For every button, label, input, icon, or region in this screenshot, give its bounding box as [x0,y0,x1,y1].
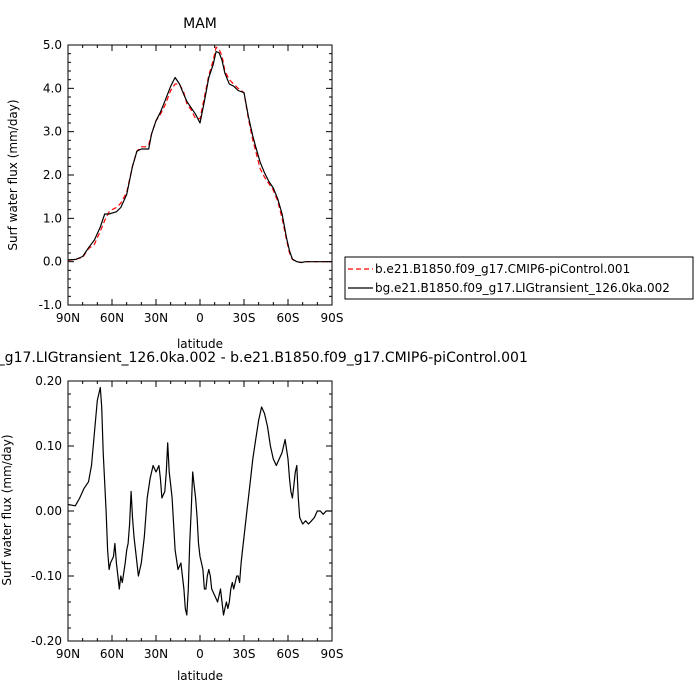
top-y-axis-label: Surf water flux (mm/day) [6,99,20,250]
bottom-y-tick-label: -0.20 [31,634,62,648]
top-y-tick-label: -1.0 [39,298,62,312]
top-plot-frame [67,44,333,306]
top-x-tick-label: 60N [100,311,124,325]
top-y-tick-label: 5.0 [43,38,62,52]
bottom-x-tick-label: 60N [100,647,124,661]
bottom-y-tick-label: 0.20 [35,374,62,388]
bottom-chart-title: bg.e21.B1850.f09_g17.LIGtransient_126.0k… [0,350,528,366]
bottom-series-lines [67,386,332,616]
bottom-x-ticks: 90N 60N 30N 0 30S 60S 90S [56,381,344,661]
top-y-tick-label: 1.0 [43,211,62,225]
top-series-line-0 [67,46,332,264]
top-y-tick-label: 3.0 [43,125,62,139]
bottom-x-tick-label: 60S [277,647,300,661]
bottom-x-tick-label: 30N [144,647,168,661]
legend-box [344,256,694,300]
bottom-y-axis-label: Surf water flux (mm/day) [0,434,14,585]
top-series-lines [67,46,332,264]
top-x-axis-label: latitude [177,337,223,351]
top-y-tick-label: 2.0 [43,168,62,182]
bottom-x-axis-label: latitude [177,669,223,683]
bottom-y-tick-label: 0.00 [35,504,62,518]
top-y-ticks: -1.0 0.0 1.0 2.0 3.0 4.0 5.0 [39,38,332,312]
bottom-y-tick-label: -0.10 [31,569,62,583]
bottom-y-ticks: -0.20 -0.10 0.00 0.10 0.20 [31,374,332,648]
top-x-tick-label: 90S [321,311,344,325]
top-y-tick-label: 4.0 [43,81,62,95]
bottom-x-tick-label: 90N [56,647,80,661]
legend: b.e21.B1850.f09_g17.CMIP6-piControl.001 … [344,256,694,300]
top-x-tick-label: 0 [196,311,204,325]
top-chart-title: MAM [183,16,217,32]
top-x-tick-label: 30S [233,311,256,325]
top-panel: MAM Surf water flux (mm/day) latitude 90… [6,16,343,351]
legend-label-0: b.e21.B1850.f09_g17.CMIP6-piControl.001 [375,262,630,276]
top-x-tick-label: 30N [144,311,168,325]
bottom-x-tick-label: 30S [233,647,256,661]
top-x-tick-label: 90N [56,311,80,325]
bottom-series-line-0 [67,386,332,616]
bottom-x-tick-label: 0 [196,647,204,661]
bottom-y-tick-label: 0.10 [35,439,62,453]
bottom-plot-frame [67,380,333,642]
bottom-x-tick-label: 90S [321,647,344,661]
top-y-tick-label: 0.0 [43,255,62,269]
top-x-tick-label: 60S [277,311,300,325]
top-x-ticks: 90N 60N 30N 0 30S 60S 90S [56,45,344,325]
top-series-line-1 [67,50,332,264]
bottom-panel: bg.e21.B1850.f09_g17.LIGtransient_126.0k… [0,350,528,683]
legend-label-1: bg.e21.B1850.f09_g17.LIGtransient_126.0k… [375,281,670,295]
